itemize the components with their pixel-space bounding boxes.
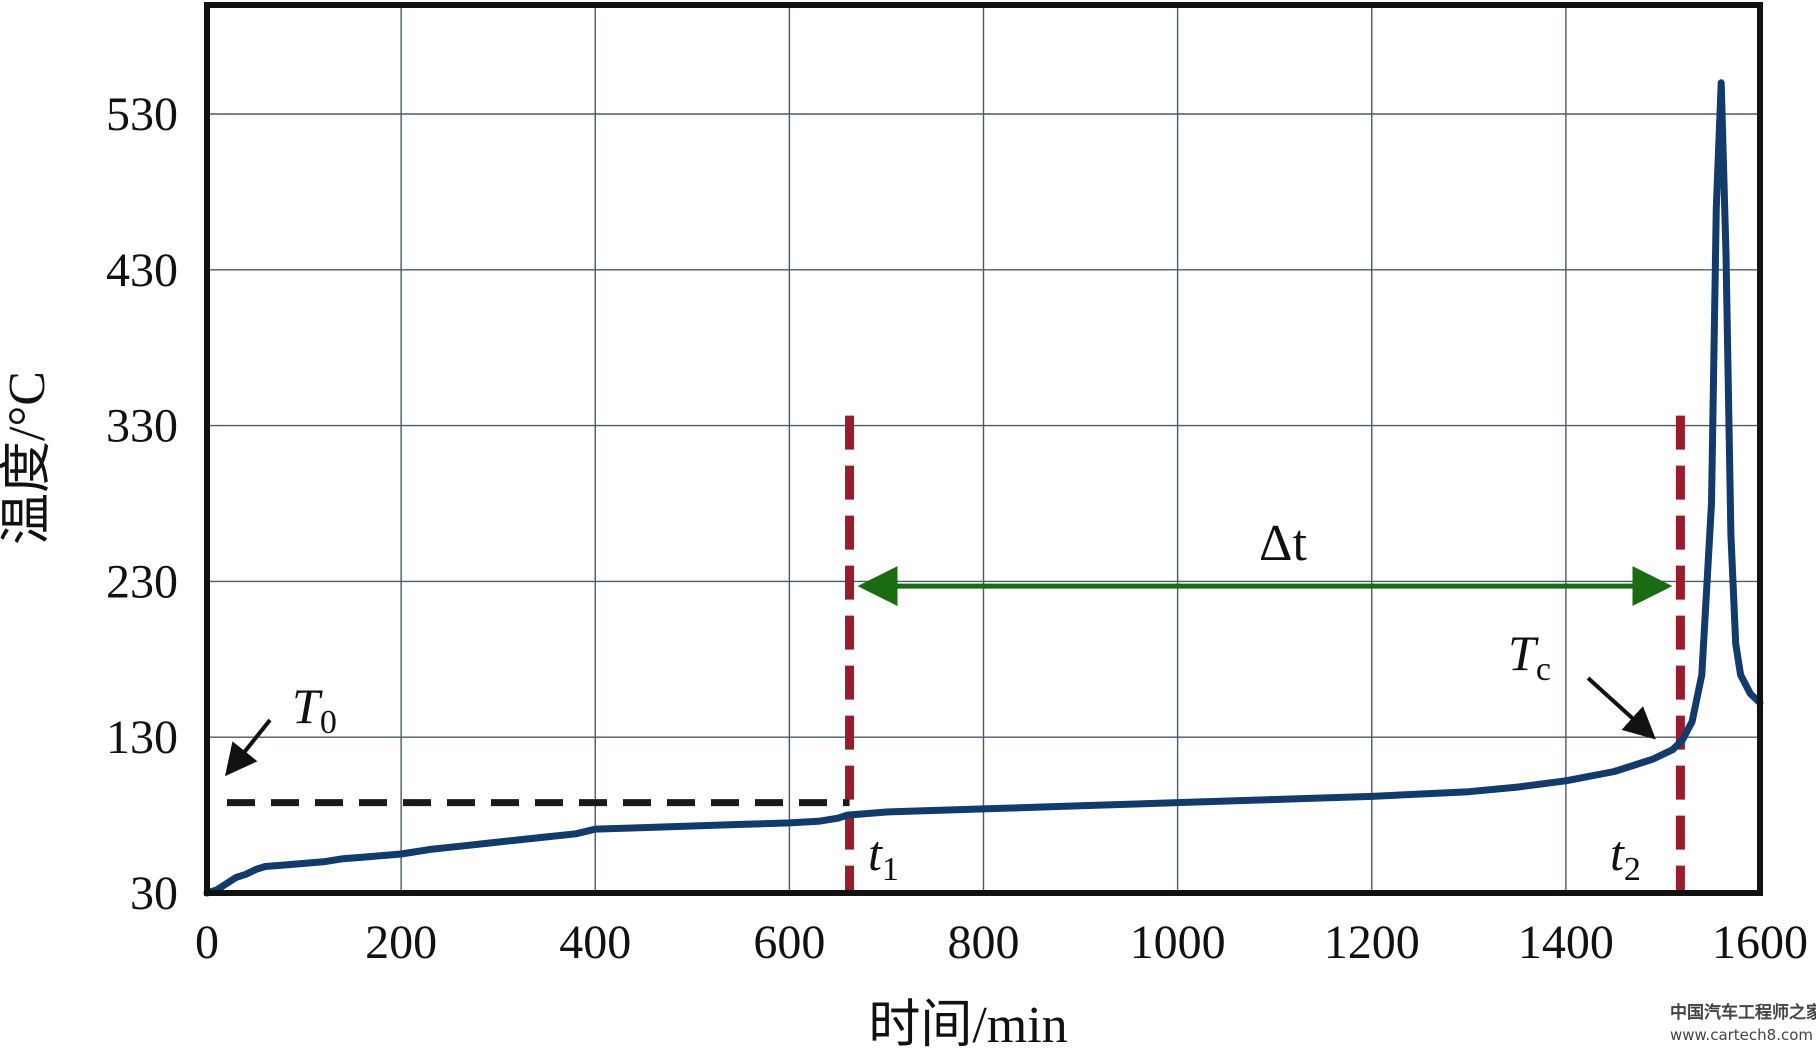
x-axis-title: 时间/min (868, 997, 1067, 1051)
plot-frame (204, 2, 1763, 896)
y-tick-label: 230 (106, 555, 178, 608)
watermark-line2: www.cartech8.com (1670, 1026, 1813, 1044)
annotation-lines (225, 415, 1685, 893)
Tc-label: Tc (1508, 625, 1551, 688)
delta-t-label: Δt (1259, 515, 1307, 572)
y-tick-label: 30 (130, 867, 178, 920)
annotations: T0 t1 t2 Tc Δt (292, 515, 1641, 888)
x-tick-label: 800 (948, 916, 1020, 969)
y-tick-label: 330 (106, 400, 178, 453)
x-tick-label: 1200 (1324, 916, 1420, 969)
t1-label: t1 (868, 825, 899, 888)
x-tick-label: 1600 (1712, 916, 1808, 969)
T0-label: T0 (292, 678, 337, 741)
watermark: 中国汽车工程师之家 www.cartech8.com (1670, 1002, 1816, 1044)
x-tick-label: 1000 (1130, 916, 1226, 969)
x-tick-label: 1400 (1518, 916, 1614, 969)
y-tick-label: 530 (106, 88, 178, 141)
t2-label: t2 (1610, 825, 1641, 888)
Tc-pointer-arrow (1586, 676, 1656, 740)
watermark-line1: 中国汽车工程师之家 (1670, 1002, 1816, 1023)
series-layer (203, 79, 1764, 897)
y-tick-label: 130 (106, 711, 178, 764)
T0-pointer-arrow (225, 718, 272, 777)
temperature-series-line (203, 79, 1764, 897)
tick-labels: 0 200 400 600 800 1000 1200 1400 1600 30 130 230 330… (106, 88, 1808, 969)
y-axis-title: 温度/°C (0, 371, 56, 545)
y-tick-label: 430 (106, 244, 178, 297)
x-tick-label: 400 (559, 916, 631, 969)
x-tick-label: 0 (195, 916, 219, 969)
x-tick-label: 200 (365, 916, 437, 969)
x-tick-label: 600 (753, 916, 825, 969)
